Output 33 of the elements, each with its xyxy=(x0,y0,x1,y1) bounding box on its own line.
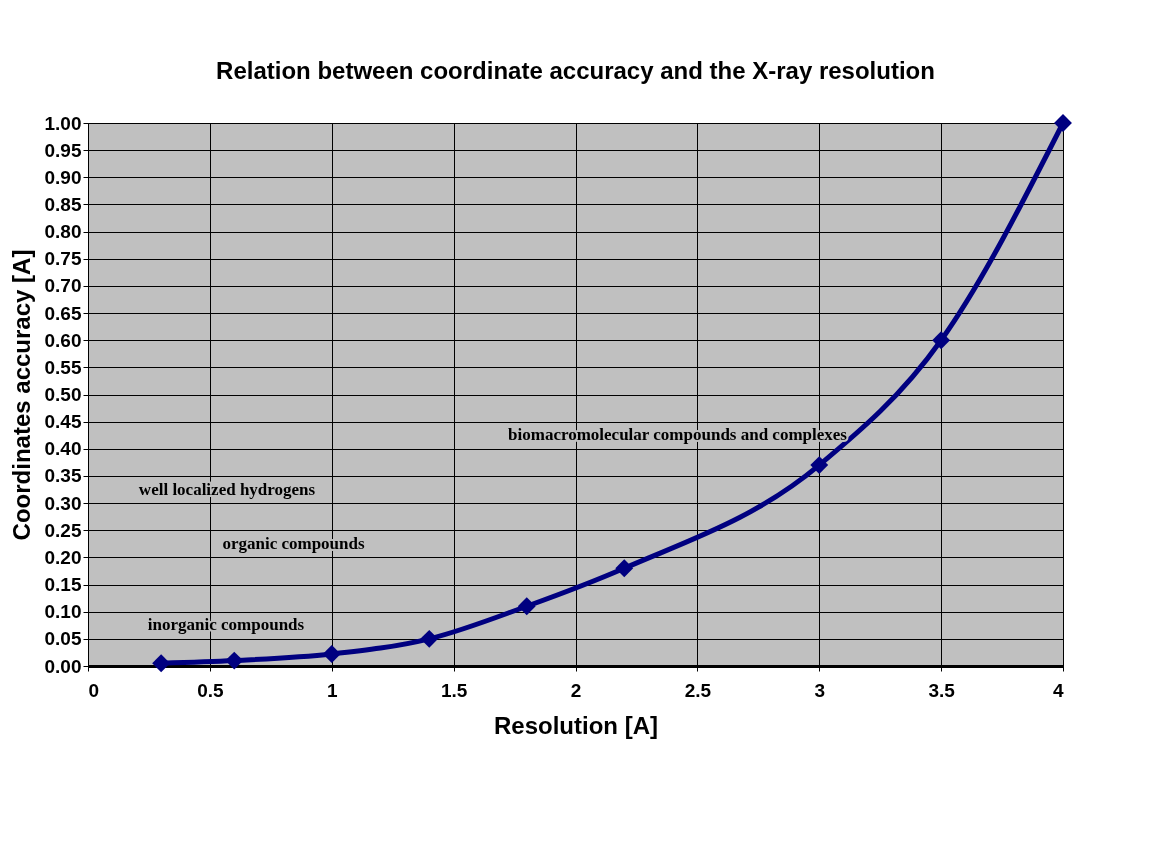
y-tick-label: 0.80 xyxy=(44,221,82,243)
x-axis-title: Resolution [A] xyxy=(494,711,658,739)
x-tick-label: 4 xyxy=(1052,679,1064,701)
x-tick-label: 3 xyxy=(814,679,826,701)
y-tick-label: 0.35 xyxy=(44,465,82,487)
x-tick-label: 0.5 xyxy=(197,679,225,701)
chart-title: Relation between coordinate accuracy and the X-ray resolution xyxy=(216,57,935,84)
y-tick-label: 0.85 xyxy=(44,193,82,215)
x-tick-label: 2.5 xyxy=(684,679,712,701)
y-tick-label: 0.60 xyxy=(44,329,82,351)
y-tick-label: 0.75 xyxy=(44,248,82,270)
y-tick-label: 0.25 xyxy=(44,519,82,541)
x-tick-label: 1 xyxy=(326,679,338,701)
y-tick-label: 0.50 xyxy=(44,384,82,405)
y-tick-label: 0.10 xyxy=(44,601,82,623)
x-tick-label: 1.5 xyxy=(440,679,468,701)
x-tick-label: 0 xyxy=(88,679,100,701)
y-tick-label: 1.00 xyxy=(44,112,82,134)
y-tick-label: 0.45 xyxy=(44,411,82,433)
y-tick-label: 0.65 xyxy=(44,302,82,324)
y-tick-label: 0.20 xyxy=(44,546,82,568)
y-tick-label: 0.70 xyxy=(44,275,82,297)
y-tick-label: 0.40 xyxy=(44,438,82,460)
y-tick-label: 0.55 xyxy=(44,356,82,378)
x-tick-label: 3.5 xyxy=(928,679,956,701)
x-tick-label: 2 xyxy=(570,679,582,701)
y-tick-label: 0.30 xyxy=(44,492,82,514)
y-tick-label: 0.90 xyxy=(44,166,82,188)
y-tick-label: 0.05 xyxy=(44,628,82,650)
y-tick-label: 0.95 xyxy=(44,139,82,161)
y-tick-label: 0.15 xyxy=(44,574,82,596)
y-axis-title: Coordinates accuracy [A] xyxy=(7,249,35,541)
y-tick-label: 0.00 xyxy=(44,655,82,677)
